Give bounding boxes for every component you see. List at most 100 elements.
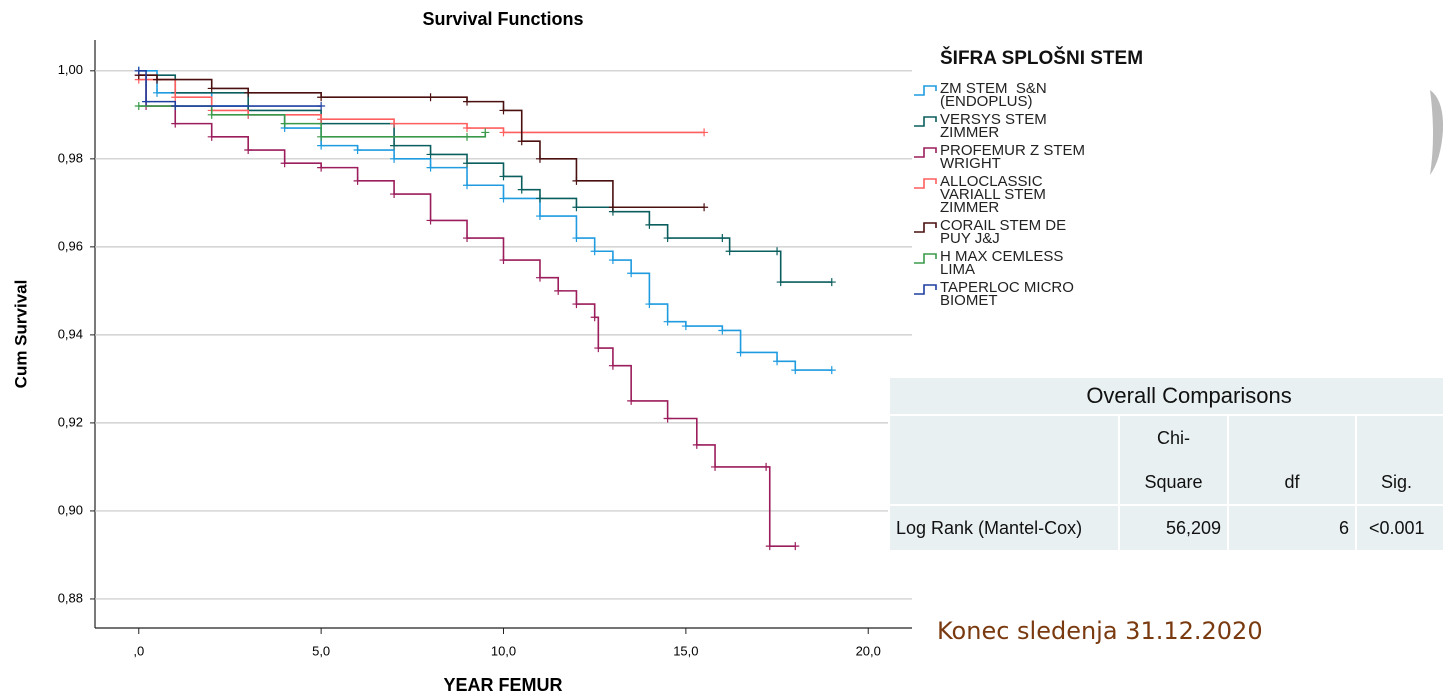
censor-mark — [426, 150, 435, 159]
header-cell: df — [1227, 414, 1357, 506]
comparison-table: Overall Comparisons Chi-Square df Sig. L… — [888, 376, 1443, 586]
censor-mark — [762, 462, 771, 471]
censor-mark — [426, 216, 435, 225]
censor-mark — [681, 322, 690, 331]
legend-glyph — [914, 284, 937, 295]
censor-mark — [207, 132, 216, 141]
legend-label: VERSYS STEM ZIMMER — [940, 111, 1056, 141]
censor-mark — [463, 234, 472, 243]
y-tick-label: 0,90 — [58, 502, 83, 517]
legend-label: TAPERLOC MICRO BIOMET — [940, 279, 1079, 309]
censor-mark — [499, 172, 508, 181]
grid — [95, 70, 912, 600]
censor-mark — [317, 163, 326, 172]
legend-label: PROFEMUR Z STEM WRIGHT — [940, 142, 1090, 172]
header-cell: Chi-Square — [1118, 414, 1229, 506]
censor-mark — [390, 154, 399, 163]
censor-mark — [590, 247, 599, 256]
legend-glyph — [914, 222, 937, 233]
censor-mark — [608, 361, 617, 370]
censor-mark — [463, 97, 472, 106]
y-tick-label: 1,00 — [58, 62, 83, 77]
x-tick-label: 10,0 — [491, 643, 516, 658]
legend-item: H MAX CEMLESS LIMA — [912, 249, 1242, 277]
legend-glyph — [914, 116, 937, 127]
censor-mark — [827, 278, 836, 287]
censor-mark — [153, 75, 162, 84]
header-cell: Sig. — [1354, 414, 1443, 506]
censor-mark — [718, 326, 727, 335]
censor-mark — [572, 203, 581, 212]
x-tick-label: 15,0 — [673, 643, 698, 658]
censor-mark — [244, 88, 253, 97]
legend-item: PROFEMUR Z STEM WRIGHT — [912, 142, 1242, 172]
cell: 6 — [1227, 504, 1357, 552]
censor-mark — [711, 462, 720, 471]
censor-mark — [572, 176, 581, 185]
censor-mark — [718, 234, 727, 243]
censor-mark — [280, 119, 289, 128]
legend-glyph — [914, 178, 937, 189]
censor-mark — [171, 119, 180, 128]
series-group — [134, 66, 836, 551]
censor-mark — [627, 269, 636, 278]
x-axis-label: YEAR FEMUR — [443, 675, 562, 695]
legend-swatch — [914, 284, 937, 295]
survival-curve — [138, 74, 796, 547]
censor-mark — [499, 106, 508, 115]
censor-mark — [317, 141, 326, 150]
legend-swatch — [914, 253, 937, 264]
legend-title: ŠIFRA SPLOŠNI STEM — [940, 48, 1144, 69]
censor-mark — [645, 300, 654, 309]
table: Overall Comparisons Chi-Square df Sig. L… — [888, 376, 1443, 552]
censor-mark — [207, 84, 216, 93]
censor-mark — [317, 132, 326, 141]
censor-mark — [499, 128, 508, 137]
logo-fragment — [1430, 90, 1443, 175]
header-text: Chi-Square — [1144, 428, 1203, 492]
censor-mark — [353, 176, 362, 185]
data-row: Log Rank (Mantel-Cox) 56,209 6 <0.001 — [888, 504, 1443, 552]
censor-mark — [572, 234, 581, 243]
censor-mark — [463, 132, 472, 141]
censor-mark — [535, 194, 544, 203]
legend-label: ZM STEM S&N (ENDOPLUS) — [940, 80, 1051, 110]
censor-mark — [535, 154, 544, 163]
censor-mark — [390, 190, 399, 199]
y-tick-label: 0,94 — [58, 326, 83, 341]
cell: 56,209 — [1118, 504, 1229, 552]
censor-mark — [645, 220, 654, 229]
x-tick-label: 20,0 — [856, 643, 881, 658]
censor-mark — [700, 128, 709, 137]
legend-glyph — [914, 253, 937, 264]
censor-mark — [244, 146, 253, 155]
legend-swatch — [914, 178, 937, 189]
censor-mark — [426, 163, 435, 172]
censor-mark — [773, 357, 782, 366]
y-tick-label: 0,88 — [58, 590, 83, 605]
y-axis-label: Cum Survival — [11, 280, 30, 389]
censor-mark — [353, 146, 362, 155]
censor-mark — [280, 159, 289, 168]
censor-mark — [554, 286, 563, 295]
censor-mark — [153, 88, 162, 97]
y-tick-label: 0,92 — [58, 414, 83, 429]
censor-mark — [463, 124, 472, 133]
censor-mark — [827, 366, 836, 375]
legend-item: CORAIL STEM DE PUY J&J — [912, 217, 1242, 247]
y-tick-label: 0,96 — [58, 238, 83, 253]
censor-mark — [317, 93, 326, 102]
censor-mark — [765, 542, 774, 551]
legend-label: CORAIL STEM DE PUY J&J — [940, 217, 1071, 247]
header-cell — [888, 414, 1120, 506]
censor-mark — [594, 344, 603, 353]
censor-mark — [776, 278, 785, 287]
legend-label: ALLOCLASSIC VARIALL STEM ZIMMER — [940, 173, 1051, 216]
censor-mark — [390, 119, 399, 128]
legend-items: ZM STEM S&N (ENDOPLUS) VERSYS STEM ZIMMER… — [912, 80, 1242, 309]
censor-mark — [171, 93, 180, 102]
x-tick-label: ,0 — [133, 643, 144, 658]
legend-swatch — [914, 85, 937, 96]
